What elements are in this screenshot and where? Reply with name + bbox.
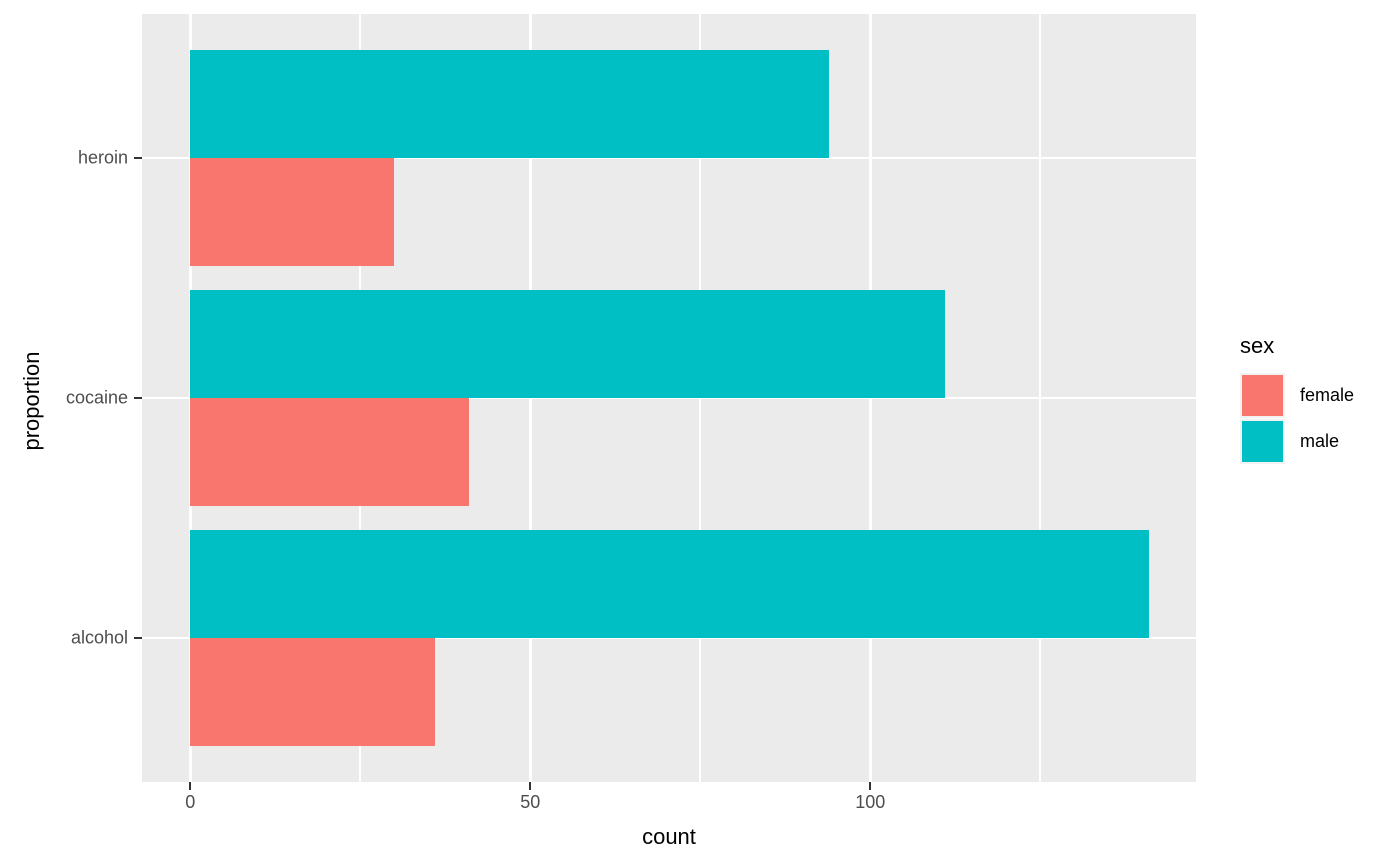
y-tick-mark-cocaine: [134, 397, 142, 399]
y-category-label-alcohol: alcohol: [70, 627, 128, 648]
bar-cocaine-male: [190, 290, 946, 398]
legend-swatch-female: [1240, 373, 1285, 418]
y-axis-title: proportion: [19, 351, 44, 451]
x-tick-mark-50: [529, 782, 532, 790]
legend-swatch-fill-male: [1242, 421, 1283, 462]
legend-label-female: female: [1300, 385, 1355, 405]
y-category-label-cocaine: cocaine: [65, 387, 128, 408]
bar-alcohol-male: [190, 530, 1150, 638]
x-tick-label-0: 0: [185, 792, 196, 812]
legend-swatch-fill-female: [1242, 375, 1283, 416]
x-axis-title: count: [642, 824, 696, 849]
x-tick-mark-0: [189, 782, 192, 790]
legend-entry-female: female: [1240, 373, 1354, 418]
legend-entry-male: male: [1240, 419, 1354, 464]
x-tick-mark-100: [869, 782, 872, 790]
plot-panel: [142, 14, 1196, 782]
major-gridline-y-cocaine: [142, 396, 1196, 400]
y-category-label-heroin: heroin: [77, 147, 128, 168]
bar-cocaine-female: [190, 398, 470, 506]
major-gridline-y-heroin: [142, 156, 1196, 160]
y-tick-mark-alcohol: [134, 637, 142, 639]
legend-keys: female male: [1240, 373, 1354, 464]
y-tick-mark-heroin: [134, 157, 142, 159]
legend: sex female male: [1240, 333, 1354, 465]
x-tick-label-50: 50: [520, 792, 541, 812]
bar-alcohol-female: [190, 638, 436, 746]
legend-swatch-male: [1240, 419, 1285, 464]
major-gridline-y-alcohol: [142, 636, 1196, 640]
legend-label-male: male: [1300, 431, 1340, 451]
x-tick-label-100: 100: [855, 792, 886, 812]
bar-heroin-male: [190, 50, 830, 158]
bar-heroin-female: [190, 158, 395, 266]
legend-title: sex: [1240, 333, 1275, 358]
